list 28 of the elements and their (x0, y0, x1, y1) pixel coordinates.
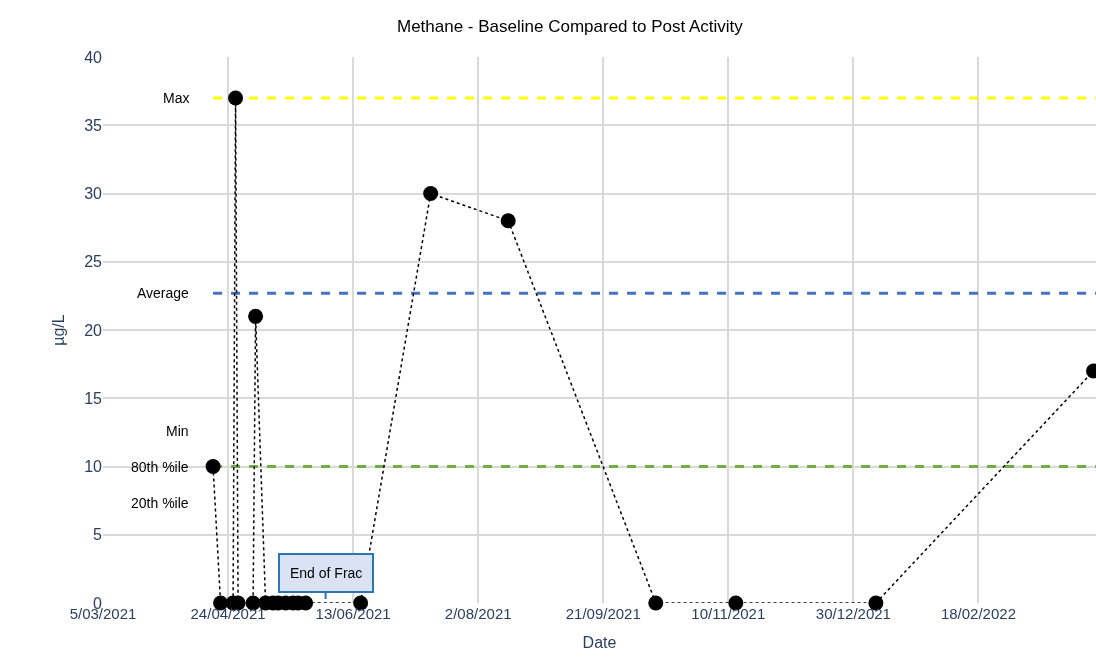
y-tick-label: 35 (84, 116, 103, 134)
point (423, 186, 439, 201)
y-tick-label: 25 (84, 253, 103, 271)
x-tick-label: 2/08/2021 (444, 605, 512, 622)
x-axis-title: Date (582, 633, 617, 651)
point (248, 308, 264, 324)
point (205, 459, 221, 474)
point (648, 595, 664, 611)
y-axis-title: µg/L (50, 314, 68, 346)
x-tick-label: 13/06/2021 (315, 605, 391, 622)
ref-line-label: Average (137, 285, 190, 301)
y-tick-label: 20 (84, 321, 103, 339)
text: Min 80th %ile 20th %ile (131, 423, 189, 511)
point (500, 213, 516, 229)
ref-line-label: Max (163, 90, 190, 106)
x-tick-label: 10/11/2021 (691, 605, 766, 622)
x-tick-label: 30/12/2021 (815, 605, 891, 622)
chart-title: Methane - Baseline Compared to Post Activity (397, 17, 744, 37)
y-tick-label: 15 (84, 389, 103, 407)
y-tick-label: 30 (84, 185, 103, 203)
annotation: End of Frac (290, 565, 363, 581)
y-tick-label: 10 (84, 458, 103, 476)
x-tick-label: 18/02/2022 (940, 605, 1016, 622)
y-tick-label: 5 (93, 526, 103, 544)
point (228, 90, 244, 106)
x-tick-label: 24/04/2021 (190, 605, 266, 622)
y-tick-label: 40 (84, 48, 103, 66)
x-tick-label: 21/09/2021 (565, 605, 641, 622)
